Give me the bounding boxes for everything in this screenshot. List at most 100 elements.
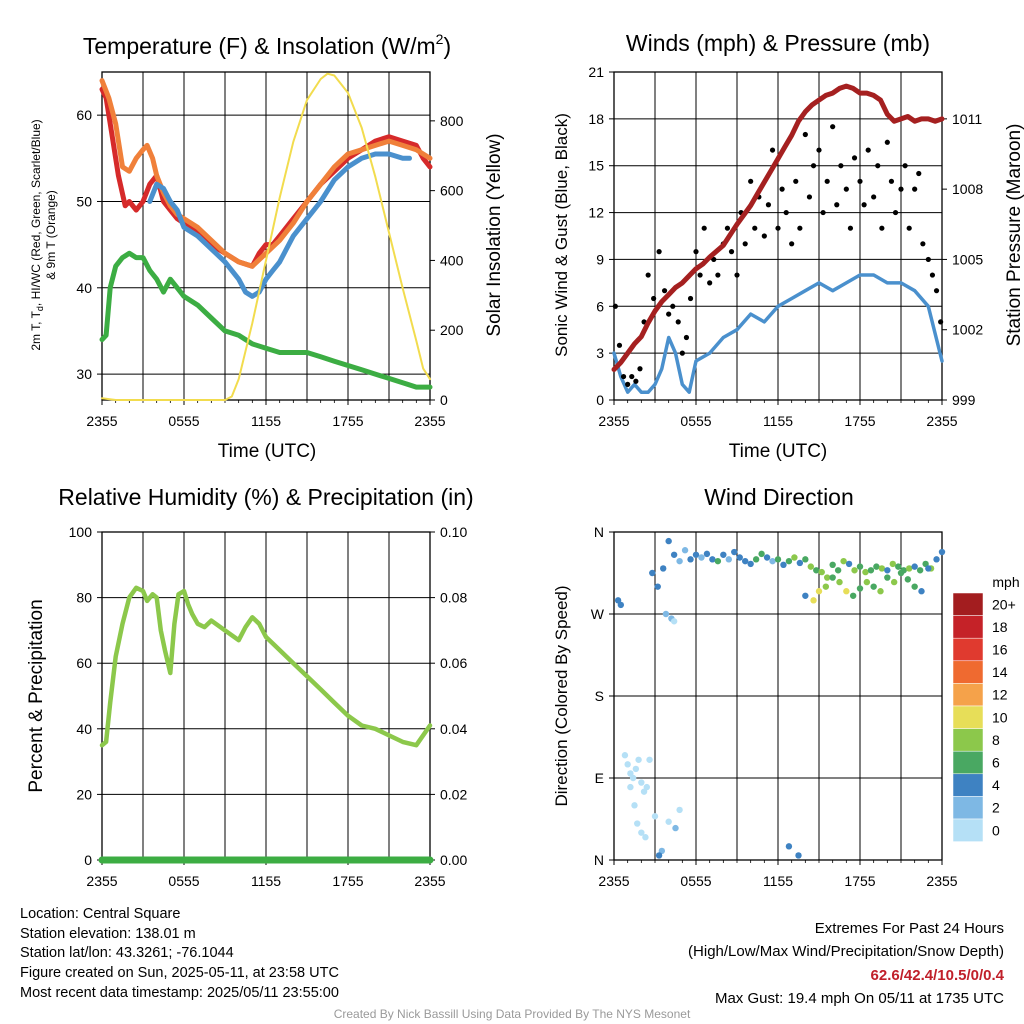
x-tick-label: 2355 [414, 873, 445, 889]
x-tick-label: 1755 [332, 873, 363, 889]
y2-tick-label: 1011 [952, 111, 982, 127]
y2-tick-label: 999 [952, 392, 976, 408]
gust-point [865, 147, 871, 153]
gust-point [834, 202, 840, 208]
pressure-line [611, 83, 945, 372]
direction-point [654, 583, 661, 590]
direction-point [769, 557, 776, 565]
y-tick-label: W [591, 606, 605, 622]
direction-point [662, 610, 670, 618]
figure-created: Figure created on Sun, 2025-05-11, at 23… [20, 965, 339, 982]
direction-point [698, 554, 705, 561]
legend-label: 6 [992, 755, 1000, 771]
gust-point [857, 178, 863, 184]
y-tick-label: 15 [588, 158, 604, 174]
direction-point [681, 547, 689, 554]
gust-point [728, 249, 735, 255]
y-tick-label: 40 [76, 280, 92, 296]
direction-point [780, 561, 787, 568]
gust-point [693, 249, 699, 255]
direction-point [629, 774, 637, 782]
direction-point [916, 567, 924, 574]
direction-point [649, 569, 656, 577]
gust-point [637, 366, 643, 372]
gust-point [769, 147, 776, 153]
y-tick-label: E [595, 770, 604, 786]
x-tick-label: 1155 [763, 873, 793, 889]
gust-point [701, 225, 707, 231]
temperature-chart-title: Temperature (F) & Insolation (W/m2) [83, 31, 451, 59]
gust-point [793, 178, 799, 184]
direction-point [747, 560, 754, 568]
y-tick-label: 6 [596, 298, 604, 314]
direction-point [714, 557, 722, 565]
legend-swatch [952, 637, 984, 662]
plot-frame [101, 71, 431, 401]
gust-point [742, 241, 748, 247]
direction-point [791, 554, 798, 561]
legend-label: 20+ [992, 596, 1016, 612]
gust-point [612, 303, 618, 309]
direction-point [938, 548, 946, 556]
y2-tick-label: 400 [440, 252, 464, 268]
gust-point [920, 241, 926, 247]
temperature-series-line [147, 151, 412, 299]
direction-point [703, 550, 711, 558]
direction-point [829, 574, 836, 581]
direction-point [810, 597, 817, 604]
y2-tick-label: 0.02 [440, 786, 467, 802]
x-tick-label: 1155 [251, 873, 281, 889]
direction-point [785, 843, 793, 850]
gust-point [906, 225, 912, 231]
temperature-ylabel-line2: & 9m T (Orange) [44, 190, 58, 280]
direction-point [632, 765, 640, 773]
legend-label: 12 [992, 687, 1008, 703]
y-tick-label: 30 [76, 366, 92, 382]
y-tick-label: 100 [69, 524, 93, 540]
direction-point [889, 560, 896, 568]
direction-point [795, 852, 802, 859]
direction-point [709, 556, 716, 563]
legend-swatch [952, 683, 984, 707]
temperature-xlabel: Time (UTC) [218, 441, 317, 462]
direction-point [774, 556, 782, 563]
direction-point [651, 813, 659, 820]
extremes-values: 62.6/42.4/10.5/0/0.4 [870, 966, 1004, 984]
gust-point [783, 209, 789, 216]
station-elevation: Station elevation: 138.01 m [20, 925, 196, 942]
gust-point [892, 209, 899, 216]
direction-point [631, 802, 638, 809]
gust-point [938, 319, 944, 325]
gust-point [761, 233, 767, 239]
direction-point [890, 578, 898, 586]
x-tick-label: 2355 [598, 873, 629, 889]
legend-swatch [952, 705, 984, 729]
gust-point [824, 178, 830, 184]
gust-point [715, 272, 721, 278]
y2-tick-label: 0.06 [440, 655, 467, 671]
y2-tick-label: 800 [440, 113, 464, 129]
gust-point [697, 272, 703, 278]
extremes-info: Extremes For Past 24 Hours (High/Low/Max… [688, 917, 1004, 1011]
direction-point [687, 556, 694, 563]
direction-point [904, 576, 912, 583]
winds-xlabel: Time (UTC) [729, 441, 828, 462]
y-tick-label: 40 [76, 721, 92, 737]
direction-point [635, 756, 642, 763]
x-tick-label: 0555 [168, 413, 199, 429]
y-tick-label: 9 [596, 251, 604, 267]
gust-point [875, 163, 881, 169]
gust-point [925, 256, 931, 263]
y2-tick-label: 0.00 [440, 852, 467, 868]
direction-point [627, 783, 634, 791]
plot-frame [613, 531, 943, 861]
extremes-title: Extremes For Past 24 Hours [814, 920, 1004, 937]
direction-point [884, 574, 891, 581]
direction-chart-title: Wind Direction [704, 484, 854, 510]
gust-point [851, 155, 858, 161]
direction-point [906, 565, 913, 572]
direction-legend-title: mph [992, 574, 1019, 590]
legend-swatch [952, 728, 984, 752]
direction-point [638, 829, 645, 836]
extremes-description: (High/Low/Max Wind/Precipitation/Snow De… [688, 943, 1004, 961]
